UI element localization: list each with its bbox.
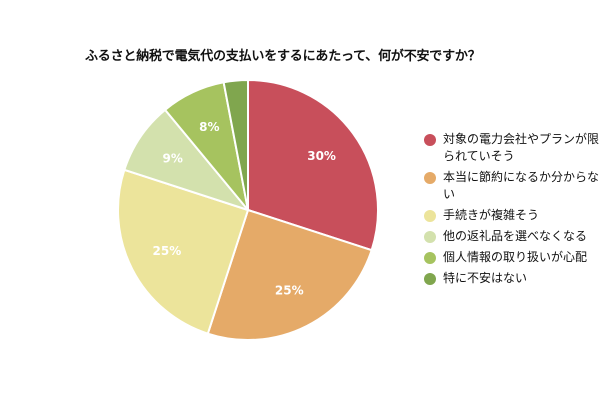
pie-slice-2 (117, 168, 250, 335)
legend-item-5: 特に不安はない (424, 270, 600, 287)
legend-swatch-0 (424, 134, 436, 146)
legend-item-0: 対象の電力会社やプランが限られていそう (424, 131, 600, 165)
slice-label-4: 8% (199, 120, 219, 134)
pie-slices (117, 78, 379, 341)
legend-swatch-5 (424, 273, 436, 285)
legend-swatch-1 (424, 172, 436, 184)
legend-item-4: 個人情報の取り扱いが心配 (424, 249, 600, 266)
legend-label-5: 特に不安はない (443, 271, 528, 285)
legend-label-4: 個人情報の取り扱いが心配 (443, 250, 588, 264)
legend-label-1: 本当に節約になるか分からない (443, 170, 600, 201)
slice-labels: 30% 25% 25% 9% 8% (153, 120, 336, 297)
pie-slice-1 (206, 208, 373, 341)
pie-slice-5 (222, 78, 249, 211)
slice-label-0: 30% (307, 149, 336, 163)
legend-swatch-4 (424, 252, 436, 264)
legend-item-2: 手続きが複雑そう (424, 207, 600, 224)
legend-swatch-2 (424, 210, 436, 222)
legend-label-2: 手続きが複雑そう (443, 208, 540, 222)
slice-label-3: 9% (163, 151, 183, 165)
slice-label-2: 25% (153, 244, 182, 258)
legend-label-0: 対象の電力会社やプランが限られていそう (443, 132, 600, 163)
legend-item-1: 本当に節約になるか分からない (424, 169, 600, 203)
pie-slice-0 (247, 78, 379, 252)
slice-label-1: 25% (275, 284, 304, 298)
legend-swatch-3 (424, 231, 436, 243)
legend-label-3: 他の返礼品を選べなくなる (443, 229, 588, 243)
chart-title: ふるさと納税で電気代の支払いをするにあたって、何が不安ですか？ (85, 49, 481, 64)
legend-item-3: 他の返礼品を選べなくなる (424, 228, 600, 245)
legend: 対象の電力会社やプランが限られていそう 本当に節約になるか分からない手続きが複雑そ… (424, 131, 600, 291)
